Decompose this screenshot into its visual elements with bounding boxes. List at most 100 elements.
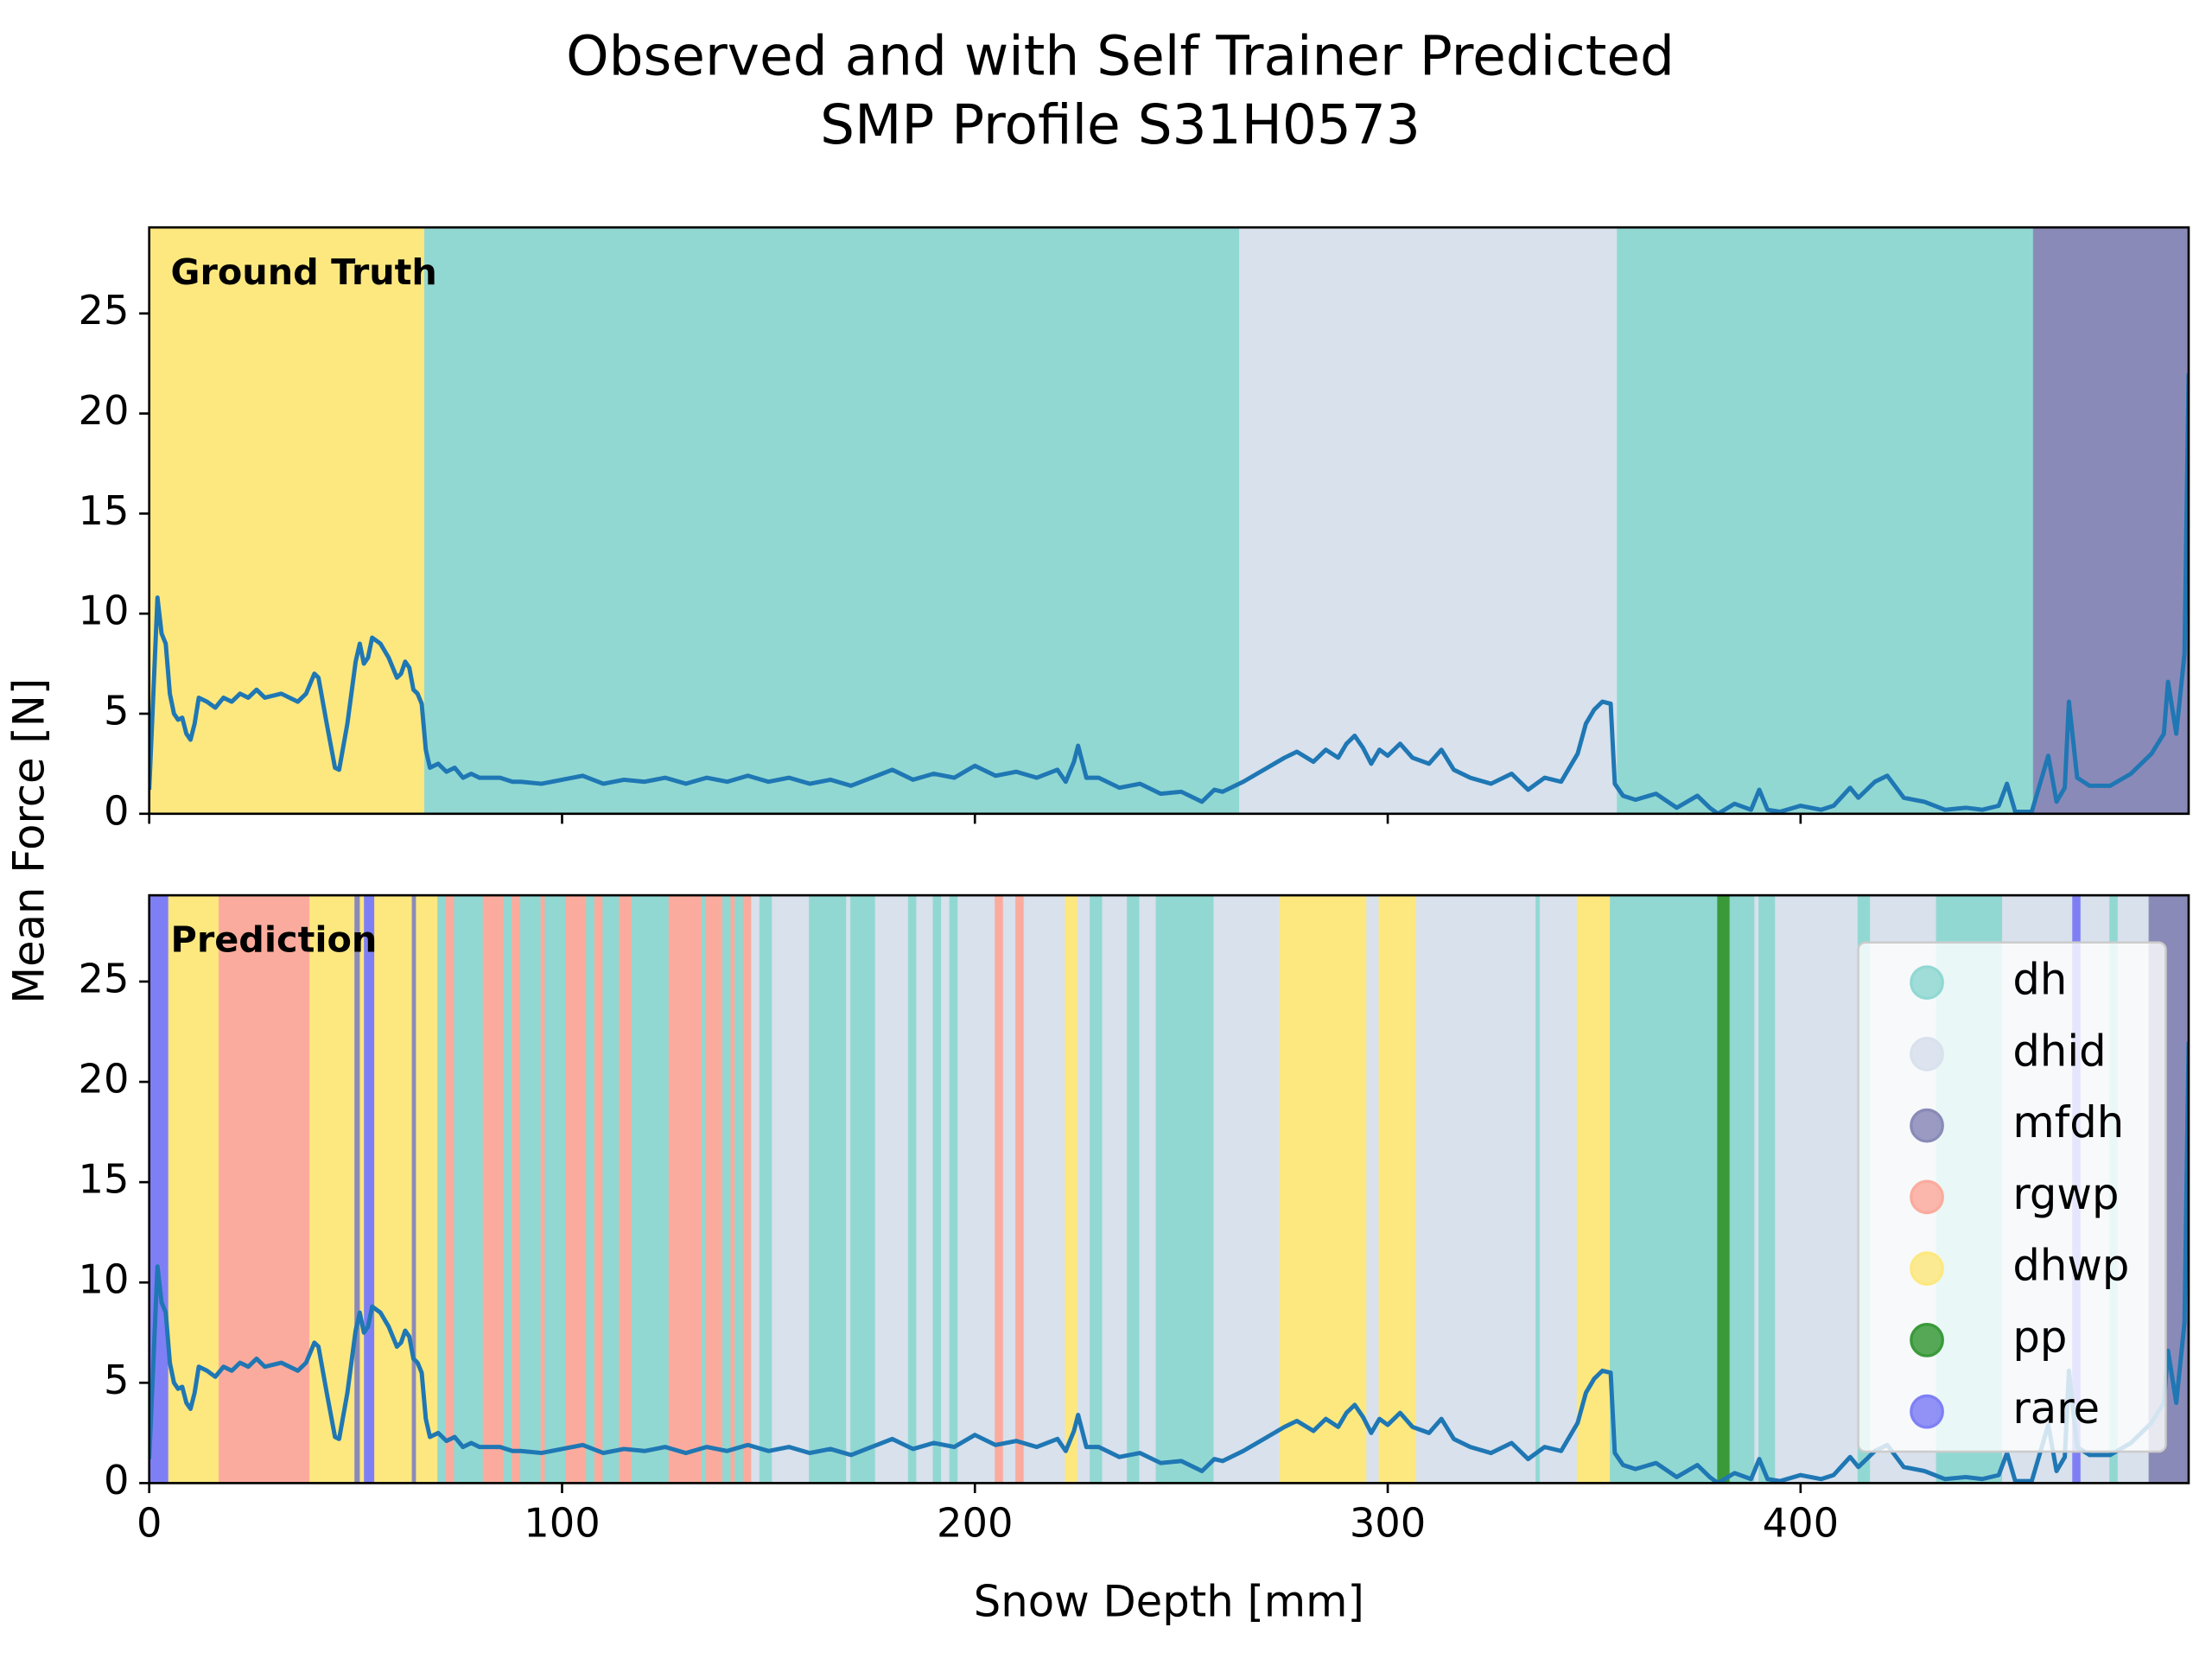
- axes-frame: [148, 226, 2190, 816]
- layer-span: [1139, 895, 1158, 1484]
- layer-span: [454, 895, 485, 1484]
- y-tick-label: 20: [79, 1056, 130, 1103]
- layer-span: [519, 895, 543, 1484]
- plot-area: [149, 227, 2189, 814]
- layer-span: [218, 895, 312, 1484]
- layer-span: [2032, 227, 2189, 814]
- layer-span: [1077, 895, 1092, 1484]
- x-tick-label: 100: [524, 1500, 600, 1547]
- force-line: [149, 373, 2189, 814]
- layer-span: [759, 895, 774, 1484]
- layer-span: [149, 227, 426, 814]
- y-tick-label: 10: [79, 1256, 130, 1303]
- y-tick-label: 15: [79, 1156, 130, 1203]
- legend-marker: [1910, 965, 1944, 1000]
- layer-span: [1378, 895, 1418, 1484]
- layer-span: [1758, 895, 1777, 1484]
- y-tick-label: 0: [104, 1457, 129, 1503]
- layer-span: [423, 227, 1242, 814]
- y-tick-label: 0: [104, 787, 129, 834]
- layer-span: [957, 895, 997, 1484]
- panel-annotation: Ground Truth: [171, 251, 437, 293]
- layer-span: [1015, 895, 1026, 1484]
- legend-label: dhwp: [2012, 1241, 2129, 1291]
- title-line: SMP Profile S31H0573: [820, 93, 1421, 156]
- layer-span: [1279, 895, 1369, 1484]
- layer-span: [849, 895, 877, 1484]
- title-line: Observed and with Self Trainer Predicted: [566, 25, 1675, 88]
- y-tick-label: 25: [79, 287, 130, 334]
- layer-span: [734, 895, 745, 1484]
- layer-span: [364, 895, 377, 1484]
- layer-span: [1090, 895, 1104, 1484]
- layer-span: [995, 895, 1005, 1484]
- legend-marker: [1910, 1251, 1944, 1286]
- layer-span: [374, 895, 414, 1484]
- y-tick-label: 20: [79, 387, 130, 434]
- y-tick-label: 15: [79, 487, 130, 534]
- x-axis-label: Snow Depth [mm]: [974, 1577, 1364, 1627]
- layer-span: [565, 895, 588, 1484]
- layer-span: [1576, 895, 1612, 1484]
- layer-span: [742, 895, 753, 1484]
- layer-span: [1415, 895, 1538, 1484]
- layer-span: [874, 895, 910, 1484]
- layer-span: [705, 895, 724, 1484]
- layer-span: [751, 895, 761, 1484]
- layer-span: [907, 895, 918, 1484]
- y-axis-label: Mean Force [N]: [3, 678, 54, 1004]
- layer-span: [941, 895, 951, 1484]
- layer-span: [1155, 895, 1216, 1484]
- layer-span: [503, 895, 514, 1484]
- layer-span: [949, 895, 960, 1484]
- layer-span: [416, 895, 440, 1484]
- layer-span: [619, 895, 633, 1484]
- legend-marker: [1910, 1108, 1944, 1143]
- legend-marker: [1910, 1037, 1944, 1071]
- panel-annotation: Prediction: [171, 919, 378, 961]
- layer-span: [809, 895, 849, 1484]
- x-tick-label: 400: [1763, 1500, 1839, 1547]
- layer-span: [1002, 895, 1018, 1484]
- layer-span: [916, 895, 935, 1484]
- layer-span: [1239, 227, 1619, 814]
- layer-span: [1617, 227, 2035, 814]
- layer-span: [437, 895, 448, 1484]
- layer-span: [631, 895, 671, 1484]
- legend-label: rgwp: [2012, 1169, 2119, 1219]
- layer-span: [1065, 895, 1079, 1484]
- y-tick-label: 25: [79, 955, 130, 1001]
- x-tick-label: 200: [937, 1500, 1013, 1547]
- axes-frame: [148, 893, 2190, 1484]
- legend-box: [1857, 941, 2167, 1453]
- y-tick-label: 5: [104, 1357, 129, 1403]
- y-tick-label: 5: [104, 687, 129, 734]
- legend-marker: [1910, 1394, 1944, 1429]
- layer-span: [1775, 895, 1859, 1484]
- legend-label: pp: [2012, 1312, 2067, 1362]
- x-tick-label: 0: [137, 1500, 162, 1547]
- layer-span: [482, 895, 505, 1484]
- legend-label: mfdh: [2012, 1097, 2124, 1147]
- layer-span: [1213, 895, 1281, 1484]
- layer-span: [668, 895, 703, 1484]
- legend-label: dh: [2012, 955, 2067, 1005]
- legend-marker: [1910, 1179, 1944, 1215]
- y-tick-label: 10: [79, 588, 130, 634]
- layer-span: [544, 895, 568, 1484]
- legend-marker: [1910, 1323, 1944, 1357]
- legend-label: rare: [2012, 1383, 2100, 1433]
- layer-span: [1729, 895, 1757, 1484]
- layer-span: [1717, 895, 1732, 1484]
- x-tick-label: 300: [1350, 1500, 1426, 1547]
- legend-label: dhid: [2012, 1026, 2106, 1076]
- layer-span: [1102, 895, 1129, 1484]
- layer-span: [932, 895, 944, 1484]
- layer-span: [1539, 895, 1579, 1484]
- layer-span: [445, 895, 456, 1484]
- layer-span: [1023, 895, 1067, 1484]
- plot-area: [149, 895, 2189, 1484]
- layer-span: [512, 895, 522, 1484]
- layer-span: [594, 895, 605, 1484]
